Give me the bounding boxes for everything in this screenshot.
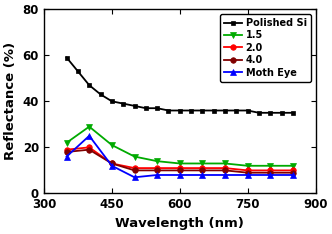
Moth Eye	[246, 174, 250, 176]
Moth Eye	[223, 174, 227, 176]
2.0	[132, 167, 136, 169]
1.5	[268, 164, 272, 167]
1.5	[132, 155, 136, 158]
1.5	[110, 144, 114, 146]
2.0	[291, 169, 295, 172]
Line: 1.5: 1.5	[64, 124, 296, 168]
Moth Eye	[87, 135, 91, 137]
4.0	[178, 169, 182, 172]
Polished Si	[144, 107, 148, 110]
2.0	[87, 146, 91, 149]
4.0	[65, 150, 69, 153]
1.5	[223, 162, 227, 165]
1.5	[246, 164, 250, 167]
2.0	[65, 148, 69, 151]
Polished Si	[110, 100, 114, 103]
1.5	[201, 162, 205, 165]
4.0	[87, 148, 91, 151]
Line: Polished Si: Polished Si	[64, 55, 295, 115]
Polished Si	[155, 107, 159, 110]
2.0	[223, 167, 227, 169]
Polished Si	[189, 109, 193, 112]
Polished Si	[223, 109, 227, 112]
Polished Si	[99, 93, 103, 96]
Moth Eye	[268, 174, 272, 176]
Moth Eye	[291, 174, 295, 176]
Polished Si	[246, 109, 250, 112]
4.0	[246, 171, 250, 174]
Polished Si	[178, 109, 182, 112]
Moth Eye	[132, 176, 136, 179]
Polished Si	[268, 111, 272, 114]
Line: Moth Eye: Moth Eye	[64, 133, 296, 180]
4.0	[110, 162, 114, 165]
2.0	[155, 167, 159, 169]
Moth Eye	[155, 174, 159, 176]
4.0	[268, 171, 272, 174]
Y-axis label: Reflectance (%): Reflectance (%)	[4, 42, 17, 160]
1.5	[178, 162, 182, 165]
Polished Si	[201, 109, 205, 112]
4.0	[291, 171, 295, 174]
Moth Eye	[110, 164, 114, 167]
Polished Si	[121, 102, 125, 105]
Moth Eye	[178, 174, 182, 176]
1.5	[65, 141, 69, 144]
Line: 2.0: 2.0	[64, 145, 296, 173]
Polished Si	[166, 109, 170, 112]
Polished Si	[212, 109, 216, 112]
Polished Si	[280, 111, 284, 114]
4.0	[223, 169, 227, 172]
Polished Si	[132, 105, 136, 107]
2.0	[178, 167, 182, 169]
X-axis label: Wavelength (nm): Wavelength (nm)	[115, 217, 244, 230]
2.0	[201, 167, 205, 169]
4.0	[155, 169, 159, 172]
Legend: Polished Si, 1.5, 2.0, 4.0, Moth Eye: Polished Si, 1.5, 2.0, 4.0, Moth Eye	[220, 14, 311, 81]
1.5	[291, 164, 295, 167]
4.0	[201, 169, 205, 172]
Polished Si	[65, 56, 69, 59]
Polished Si	[234, 109, 238, 112]
2.0	[246, 169, 250, 172]
Moth Eye	[201, 174, 205, 176]
1.5	[155, 160, 159, 163]
Polished Si	[87, 84, 91, 87]
2.0	[110, 162, 114, 165]
4.0	[132, 169, 136, 172]
Polished Si	[291, 111, 295, 114]
Moth Eye	[65, 155, 69, 158]
Polished Si	[257, 111, 261, 114]
Polished Si	[76, 70, 80, 73]
Line: 4.0: 4.0	[64, 147, 296, 176]
2.0	[268, 169, 272, 172]
1.5	[87, 125, 91, 128]
